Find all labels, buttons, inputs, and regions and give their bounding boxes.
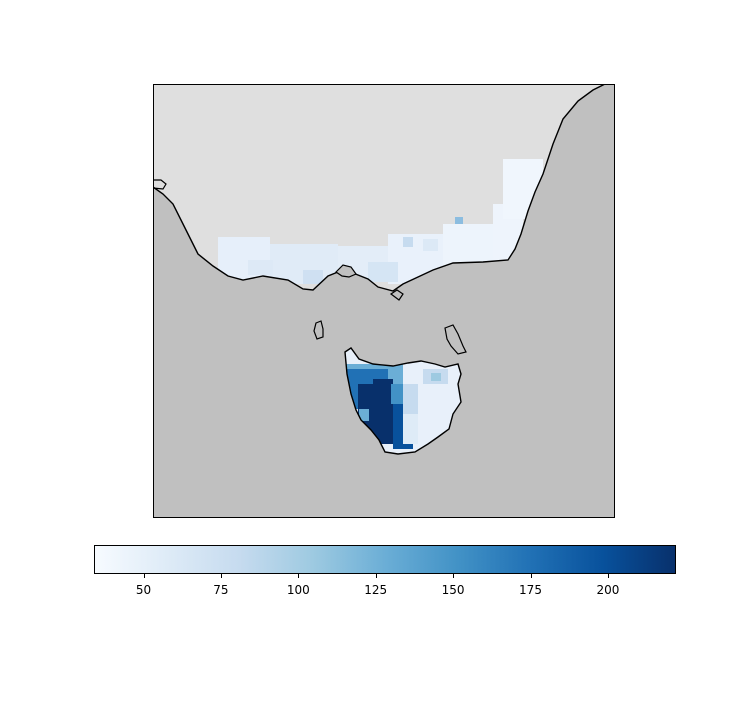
colorbar-tick-mark [376, 574, 377, 578]
colorbar-tick-mark [608, 574, 609, 578]
colorbar-tick-label: 50 [135, 583, 152, 597]
king-island [313, 320, 324, 340]
colorbar-tick-mark [144, 574, 145, 578]
flinders-island [444, 324, 467, 355]
colorbar-tick-label: 125 [364, 583, 388, 597]
kangaroo-island [153, 179, 167, 190]
port-phillip-bay [335, 264, 357, 278]
map-axes-frame [153, 84, 615, 518]
colorbar-tick-mark [298, 574, 299, 578]
coastline-mainland [153, 84, 606, 292]
colorbar-frame [94, 545, 676, 574]
colorbar-tick-mark [221, 574, 222, 578]
colorbar-tick-mark [531, 574, 532, 578]
coastline-tasmania [344, 347, 462, 455]
colorbar-tick-label: 100 [286, 583, 310, 597]
colorbar-tick-mark [453, 574, 454, 578]
colorbar-tick-label: 200 [596, 583, 620, 597]
colorbar-gradient [94, 545, 676, 574]
map-panel [153, 84, 615, 518]
colorbar-ticks: 50 75 100 125 150 175 200 [94, 574, 676, 604]
western-port [389, 289, 404, 301]
colorbar-tick-label: 150 [441, 583, 465, 597]
colorbar [94, 545, 676, 574]
colorbar-tick-label: 175 [519, 583, 542, 597]
colorbar-tick-label: 75 [213, 583, 229, 597]
